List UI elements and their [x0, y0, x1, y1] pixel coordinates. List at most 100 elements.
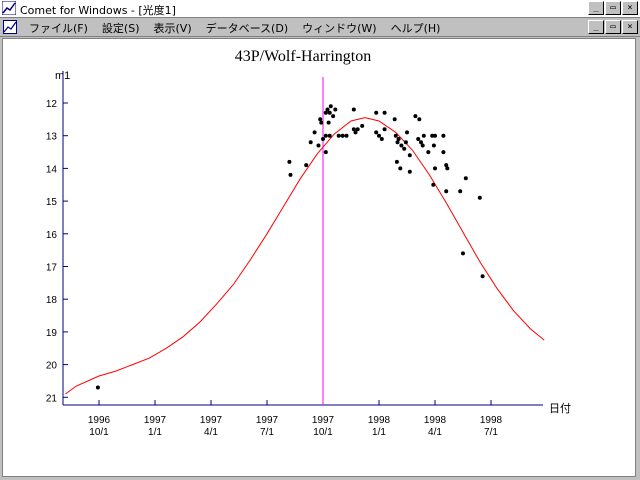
x-tick-date: 4/1: [428, 427, 442, 438]
x-tick-year: 1997: [256, 415, 279, 426]
observation-point: [419, 140, 423, 145]
observation-point: [321, 137, 325, 141]
observation-point: [413, 114, 418, 119]
observation-point: [333, 107, 338, 112]
window-title: Comet for Windows - [光度1]: [20, 4, 176, 17]
menu-help[interactable]: ヘルプ(H): [390, 22, 441, 35]
x-tick-date: 10/1: [313, 427, 333, 438]
doc-restore-button[interactable]: ▭: [605, 20, 621, 34]
observation-point: [323, 110, 328, 115]
observation-point: [407, 169, 412, 174]
x-tick-date: 7/1: [260, 427, 274, 438]
x-tick-year: 1997: [200, 415, 223, 426]
observation-point: [393, 133, 398, 138]
doc-minimize-button[interactable]: _: [588, 20, 604, 34]
observation-point: [323, 133, 328, 138]
model-curve: [65, 117, 545, 395]
observation-point: [480, 274, 485, 279]
observation-point: [445, 166, 450, 171]
observation-point: [403, 140, 408, 145]
observation-point: [444, 163, 449, 168]
observation-point: [336, 133, 341, 138]
observation-point: [395, 140, 400, 145]
observation-point: [304, 163, 309, 168]
light-curve-chart: 43P/Wolf-Harrington m1 日付 12131415161718…: [46, 48, 571, 438]
x-tick-date: 7/1: [484, 427, 498, 438]
menu-database[interactable]: データベース(D): [205, 22, 289, 35]
menu-bar: ファイル(F) 設定(S) 表示(V) データベース(D) ウィンドウ(W) ヘ…: [0, 18, 640, 37]
observation-point: [431, 143, 436, 148]
observation-point: [382, 110, 387, 115]
observation-point: [463, 176, 468, 181]
restore-button[interactable]: ▭: [605, 1, 621, 15]
observation-point: [288, 172, 293, 177]
observation-point: [433, 133, 437, 138]
x-axis-label: 日付: [549, 402, 571, 415]
y-tick-label: 14: [46, 164, 58, 175]
observation-point: [328, 104, 333, 109]
observation-point: [441, 133, 446, 138]
menu-settings[interactable]: 設定(S): [101, 22, 140, 35]
observation-point: [444, 189, 449, 194]
y-tick-label: 15: [46, 197, 58, 208]
app-icon: [2, 1, 16, 15]
y-tick-label: 18: [46, 295, 58, 306]
document-icon[interactable]: [3, 20, 17, 34]
y-tick-label: 20: [46, 361, 58, 372]
chart-window: 43P/Wolf-Harrington m1 日付 12131415161718…: [2, 38, 636, 477]
y-tick-label: 16: [46, 230, 58, 241]
y-tick-label: 19: [46, 328, 58, 339]
close-button[interactable]: ×: [622, 1, 638, 15]
menu-window[interactable]: ウィンドウ(W): [302, 22, 377, 35]
observation-point: [319, 120, 324, 125]
observation-point: [351, 107, 356, 112]
observation-point: [392, 117, 397, 122]
observation-point: [433, 166, 437, 171]
observation-point: [374, 110, 379, 115]
observation-point: [327, 133, 332, 138]
observation-point: [326, 120, 331, 125]
observation-point: [308, 140, 313, 145]
observation-point: [394, 159, 399, 164]
minimize-button[interactable]: _: [588, 1, 604, 15]
observation-point: [353, 130, 358, 135]
observation-point: [377, 133, 381, 138]
observation-point: [316, 143, 321, 148]
y-tick-label: 12: [46, 99, 58, 110]
observation-point: [327, 110, 332, 115]
x-tick-year: 1997: [312, 415, 335, 426]
x-tick-date: 1/1: [148, 427, 162, 438]
observation-point: [396, 137, 401, 141]
observation-point: [431, 182, 436, 187]
observation-point: [95, 385, 100, 390]
menu-view[interactable]: 表示(V): [153, 22, 192, 35]
observation-point: [355, 127, 360, 132]
menu-file[interactable]: ファイル(F): [29, 22, 88, 35]
doc-close-button[interactable]: ×: [622, 20, 638, 34]
y-tick-label: 21: [46, 393, 58, 404]
observation-point: [421, 133, 426, 138]
observation-point: [477, 195, 482, 200]
observation-point: [351, 127, 356, 132]
observation-point: [312, 130, 317, 135]
observation-point: [416, 137, 421, 141]
x-tick-year: 1998: [368, 415, 391, 426]
observation-point: [318, 117, 323, 122]
chart-title: 43P/Wolf-Harrington: [235, 48, 371, 65]
observation-point: [287, 159, 292, 164]
observation-point: [323, 150, 328, 155]
x-tick-date: 1/1: [372, 427, 386, 438]
observation-point: [360, 123, 365, 128]
observation-point: [458, 189, 463, 194]
observation-point: [325, 107, 330, 112]
observation-point: [340, 133, 345, 138]
observation-point: [461, 251, 465, 256]
observation-point: [399, 143, 404, 148]
observation-point: [426, 150, 431, 155]
x-tick-date: 10/1: [89, 427, 109, 438]
observation-point: [430, 133, 435, 138]
observation-point: [420, 143, 425, 148]
observation-point: [374, 130, 379, 135]
observation-point: [382, 127, 387, 132]
x-tick-year: 1998: [480, 415, 503, 426]
